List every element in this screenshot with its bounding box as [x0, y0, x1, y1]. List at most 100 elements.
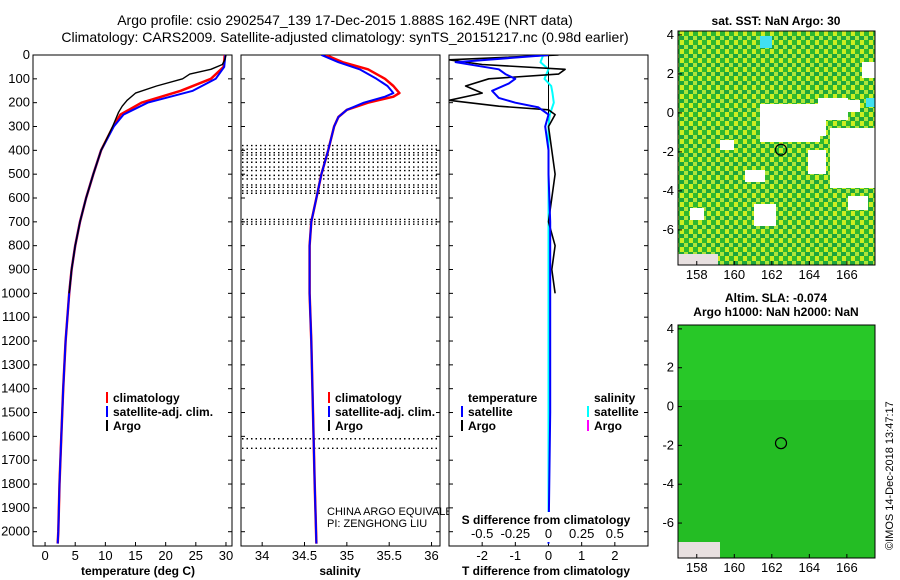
salinity-axis-label: salinity: [319, 564, 361, 578]
y-tick-label: 1800: [1, 476, 30, 491]
y-tick-label: 500: [8, 166, 30, 181]
sla-land-mass: [678, 542, 720, 558]
y-tick-label: 1100: [2, 309, 30, 324]
x-tick-label: 34.5: [292, 548, 317, 563]
y-tick-label: 1300: [1, 357, 30, 372]
legend-label-t-argo: Argo: [468, 419, 496, 433]
map-x-tick-label: 166: [836, 560, 858, 575]
map-y-tick-label: 2: [667, 360, 674, 375]
argo-float-position-marker: [774, 143, 788, 156]
x-top-tick-label: -0.5: [471, 526, 493, 541]
difference-legend-salinity: salinity satellite Argo: [587, 391, 639, 433]
sst-map-cyan-pixels: [760, 36, 875, 107]
sst-map-panel: sat. SST: NaN Argo: 30 158 160 162 164 166 4 2…: [662, 14, 876, 282]
map-y-tick-label: 2: [667, 66, 674, 81]
temperature-argo-line: [68, 55, 227, 294]
x-top-tick-label: 0.25: [569, 526, 594, 541]
argo-float-position-marker: [774, 437, 788, 450]
y-tick-label: 1900: [1, 500, 30, 515]
sla-map-ticks: 158 160 162 164 166 4 2 0 -2 -4 -6: [662, 321, 857, 575]
x-top-tick-label: 0.5: [606, 526, 624, 541]
salinity-depth-ticks: [241, 54, 440, 533]
map-y-tick-label: -2: [662, 144, 674, 159]
x-tick-label: 35.5: [377, 548, 402, 563]
legend-label-satellite: satellite-adj. clim.: [335, 405, 435, 419]
sla-map-panel: Altim. SLA: -0.074 Argo h1000: NaN h2000…: [662, 291, 876, 575]
x-tick-label: 5: [72, 548, 79, 563]
sst-map-ticks: 158 160 162 164 166 4 2 0 -2 -4 -6: [662, 27, 857, 282]
temperature-axis-label: temperature (deg C): [81, 564, 195, 578]
difference-profiles: [449, 55, 566, 546]
legend-label-climatology: climatology: [335, 391, 402, 405]
map-x-tick-label: 162: [761, 267, 783, 282]
salinity-satellite-line: [308, 55, 395, 544]
sla-map-field-shade: [678, 400, 875, 558]
y-tick-label: 1500: [1, 405, 30, 420]
temperature-axis-ticks: 0 5 10 15 20 25 30: [41, 542, 233, 563]
title-line-2: Climatology: CARS2009. Satellite-adjuste…: [61, 29, 628, 45]
map-y-tick-label: -4: [662, 476, 674, 491]
x-tick-label: 10: [98, 548, 112, 563]
s-difference-axis-ticks: -0.5 -0.25 0 0.25 0.5: [471, 526, 624, 541]
x-tick-label: 0: [545, 548, 552, 563]
salinity-axis-ticks: 34 34.5 35 35.5 36: [255, 542, 439, 563]
s-difference-axis-label: S difference from climatology: [462, 513, 631, 527]
y-tick-label: 700: [8, 214, 30, 229]
map-x-tick-label: 162: [761, 560, 783, 575]
imos-timestamp: ©IMOS 14-Dec-2018 13:47:17: [884, 401, 896, 550]
x-tick-label: 1: [578, 548, 585, 563]
salinity-plot-frame: [240, 54, 441, 547]
temperature-plot-frame: [32, 54, 233, 547]
map-x-tick-label: 158: [686, 267, 708, 282]
float-owner-annotation: CHINA ARGO EQUIVALENT: [327, 506, 468, 518]
y-tick-label: 800: [8, 238, 30, 253]
salinity-difference-satellite-line: [539, 55, 555, 544]
salinity-argo-dotted-segments: [242, 144, 439, 449]
salinity-panel: 34 34.5 35 35.5 36 salinity climatology sate…: [240, 54, 468, 578]
y-tick-label: 2000: [1, 524, 30, 539]
salinity-profiles: [308, 55, 401, 544]
x-tick-label: 15: [128, 548, 142, 563]
difference-panel: -2 -1 0 1 2 T difference from climatology S …: [448, 54, 649, 578]
x-tick-label: -1: [510, 548, 522, 563]
map-y-tick-label: 0: [667, 399, 674, 414]
x-top-tick-label: 0: [545, 526, 552, 541]
x-tick-label: -2: [476, 548, 488, 563]
sst-land-mass: [678, 254, 718, 265]
sst-map-title: sat. SST: NaN Argo: 30: [712, 14, 841, 28]
map-y-tick-label: -6: [662, 515, 674, 530]
sla-map-title: Altim. SLA: -0.074: [725, 291, 827, 305]
y-tick-label: 300: [8, 119, 30, 134]
legend-label-argo: Argo: [113, 419, 141, 433]
y-tick-label: 1000: [1, 285, 30, 300]
map-y-tick-label: 0: [667, 105, 674, 120]
legend-label-t-satellite: satellite: [468, 405, 513, 419]
x-tick-label: 20: [158, 548, 172, 563]
legend-label-s-argo: Argo: [594, 419, 622, 433]
map-x-tick-label: 166: [836, 267, 858, 282]
y-tick-label: 0: [23, 47, 30, 62]
y-tick-label: 1700: [1, 452, 30, 467]
difference-depth-ticks: [449, 54, 648, 533]
map-y-tick-label: -6: [662, 222, 674, 237]
temperature-panel: 0100200300400500600700800900100011001200…: [1, 47, 233, 578]
legend-heading-temperature: temperature: [468, 391, 538, 405]
map-x-tick-label: 160: [723, 560, 745, 575]
y-tick-label: 400: [8, 142, 30, 157]
x-tick-label: 36: [424, 548, 438, 563]
x-top-tick-label: -0.25: [501, 526, 531, 541]
map-y-tick-label: -4: [662, 183, 674, 198]
sst-map-missing-data: [690, 62, 875, 226]
x-tick-label: 25: [189, 548, 203, 563]
sst-map-frame: [677, 30, 876, 266]
legend-label-argo: Argo: [335, 419, 363, 433]
legend-label-climatology: climatology: [113, 391, 180, 405]
temperature-difference-argo-line: [449, 55, 566, 294]
y-tick-label: 600: [8, 190, 30, 205]
salinity-legend: climatology satellite-adj. clim. Argo: [328, 391, 435, 433]
y-tick-label: 200: [8, 95, 30, 110]
map-x-tick-label: 160: [723, 267, 745, 282]
map-x-tick-label: 164: [798, 560, 820, 575]
x-tick-label: 35: [340, 548, 354, 563]
